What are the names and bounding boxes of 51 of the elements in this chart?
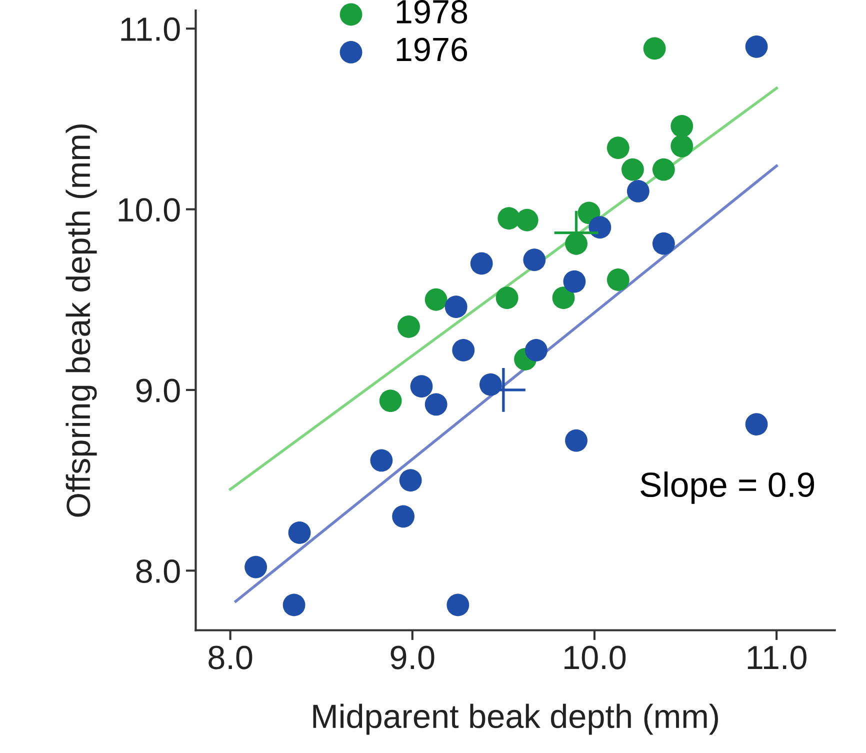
legend-label: 1978 [396,0,468,24]
point [565,429,588,452]
point [424,288,448,311]
point [588,216,612,239]
point [288,522,311,544]
point [626,180,650,202]
point [622,158,644,181]
point [606,268,630,291]
x-tick-label: 9.0 [390,646,434,670]
point [643,37,666,60]
x-tick-label: 8.0 [208,646,252,670]
x-tick-label: 11.0 [748,646,806,670]
y-tick-label: 10.0 [118,198,180,222]
point [392,505,414,528]
point [670,114,694,138]
point [379,390,402,412]
point [523,248,546,272]
y-tick-label: 8.0 [136,559,180,584]
x-tick-label: 10.0 [564,646,626,670]
point [525,339,548,362]
point [444,296,468,318]
point [498,207,520,230]
point [470,252,493,275]
point [578,202,600,224]
point [606,136,630,160]
point [670,134,694,158]
x-axis-title: Midparent beak depth (mm) [313,704,718,735]
point [410,375,433,398]
y-axis-title: Offspring beak depth (mm) [66,124,97,517]
point [244,556,267,578]
point [481,368,526,412]
point [399,469,422,492]
annotation: Slope = 0.9 [640,472,814,504]
point [398,316,420,338]
y-tick-label: 11.0 [121,17,180,42]
point [446,594,470,616]
point [496,286,518,310]
point [652,158,675,181]
point [282,594,306,616]
point [516,208,538,232]
point [563,270,586,293]
point [552,286,575,310]
point [745,413,768,436]
point [424,393,448,416]
point [452,339,475,362]
y-tick-label: 9.0 [136,378,180,402]
point [554,210,598,255]
legend-label: 1976 [396,38,468,62]
point [745,35,768,58]
point [652,232,675,255]
point [370,449,393,472]
